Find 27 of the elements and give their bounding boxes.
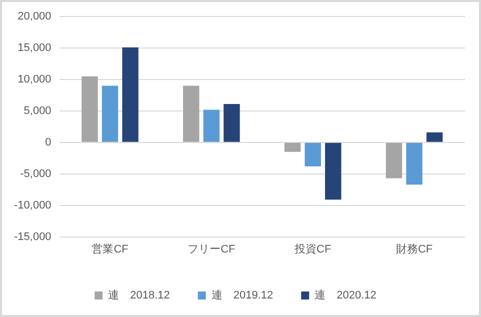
bar bbox=[122, 47, 138, 142]
legend-label: 連 2019.12 bbox=[211, 288, 274, 302]
y-tick-label: 20,000 bbox=[18, 10, 52, 23]
x-tick-label: 営業CF bbox=[92, 242, 129, 256]
bar bbox=[82, 76, 98, 142]
bar bbox=[224, 104, 240, 142]
bar bbox=[406, 142, 422, 185]
x-tick-label: 投資CF bbox=[294, 243, 332, 256]
bar bbox=[325, 142, 342, 200]
y-tick-label: 10,000 bbox=[18, 74, 52, 86]
bar bbox=[386, 142, 402, 178]
y-tick-label: 0 bbox=[45, 136, 52, 148]
bar bbox=[203, 110, 220, 142]
bar bbox=[304, 142, 321, 166]
legend-label: 連 2018.12 bbox=[108, 288, 170, 302]
y-tick-label: 15,000 bbox=[18, 42, 52, 54]
x-tick-label: フリーCF bbox=[188, 243, 236, 256]
bar bbox=[426, 132, 443, 142]
legend-label: 連 2020.12 bbox=[314, 288, 376, 302]
y-tick-label: 5,000 bbox=[24, 105, 52, 118]
x-tick-label: 財務CF bbox=[396, 243, 433, 256]
bar bbox=[102, 86, 118, 142]
bar bbox=[183, 86, 200, 142]
y-tick-label: -15,000 bbox=[14, 230, 52, 243]
y-tick-label: -10,000 bbox=[14, 199, 52, 212]
y-tick-label: -5,000 bbox=[20, 168, 52, 180]
bar bbox=[284, 142, 301, 152]
